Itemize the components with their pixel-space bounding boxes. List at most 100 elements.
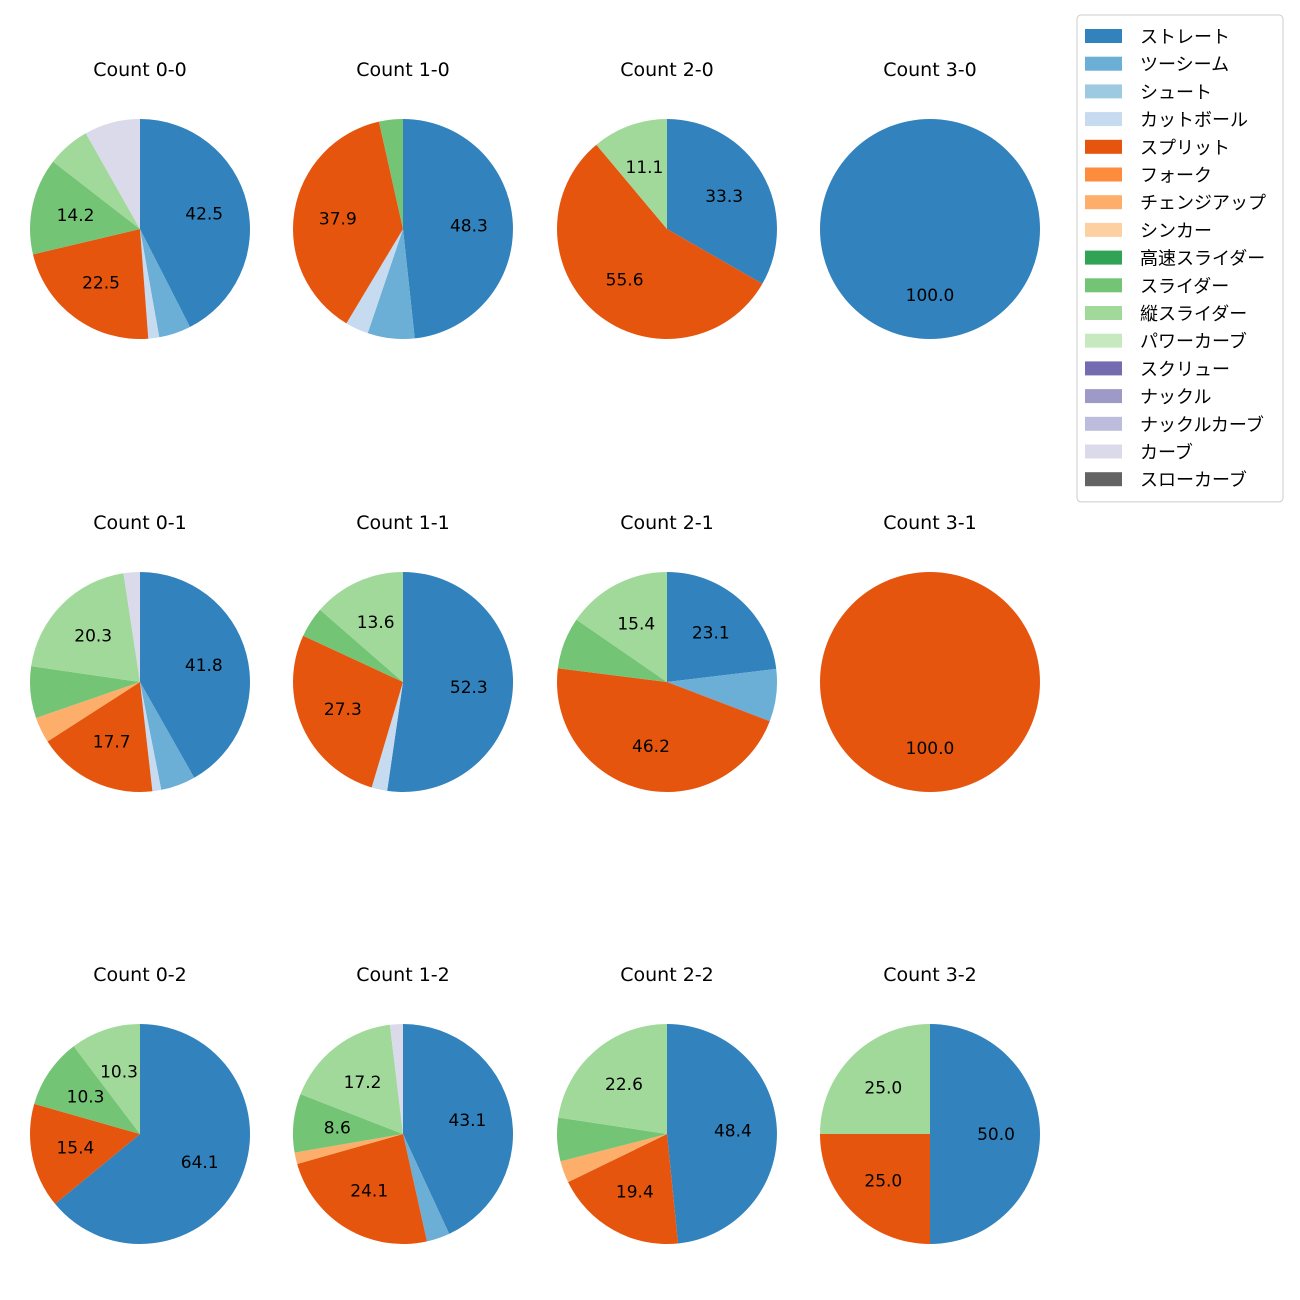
slice-label: 46.2 [632, 737, 670, 757]
legend-item: 縦スライダー [1085, 304, 1247, 325]
pie-slice [667, 118, 778, 284]
pie-slice [140, 572, 250, 778]
pie-slice [297, 1134, 427, 1244]
legend-item: スライダー [1085, 276, 1229, 297]
pie-slice [53, 133, 140, 229]
legend-item: チェンジアップ [1085, 193, 1266, 214]
pie-title: Count 0-0 [93, 59, 187, 81]
legend-label: チェンジアップ [1140, 193, 1266, 214]
pie-slice [576, 572, 667, 682]
pie-slice [140, 229, 160, 339]
slice-label: 15.4 [56, 1138, 94, 1158]
legend-item: スローカーブ [1085, 469, 1247, 491]
slice-label: 19.4 [616, 1183, 654, 1203]
legend-item: フォーク [1085, 166, 1212, 187]
legend-swatch [1085, 112, 1122, 127]
pie-slice [557, 1117, 667, 1162]
legend-label: ナックルカーブ [1140, 414, 1264, 436]
pie-slice [140, 682, 195, 790]
legend-label: スライダー [1140, 276, 1229, 297]
pie-title: Count 2-2 [620, 964, 714, 986]
slice-label: 55.6 [606, 271, 644, 291]
slice-label: 42.5 [185, 205, 223, 225]
legend-label: ナックル [1140, 387, 1211, 408]
pie-slice [293, 635, 403, 788]
slice-label: 43.1 [449, 1111, 487, 1131]
slice-label: 20.3 [74, 626, 112, 646]
slice-label: 8.6 [324, 1118, 351, 1138]
legend-swatch [1085, 29, 1122, 43]
pie-slice [667, 572, 777, 682]
pie-slice [560, 1134, 667, 1183]
slice-label: 15.4 [617, 615, 655, 635]
legend-item: ナックルカーブ [1085, 414, 1264, 436]
slice-label: 100.0 [906, 286, 955, 306]
pie-title: Count 1-2 [356, 964, 450, 986]
legend-item: シュート [1085, 82, 1212, 103]
pie-title: Count 2-0 [620, 59, 714, 81]
slice-label: 25.0 [864, 1078, 902, 1098]
pie-chart: Count 0-1 41.8 17.7 20.3 [30, 512, 250, 793]
pie-slice [346, 229, 403, 334]
pie-slice [557, 619, 667, 682]
legend-label: フォーク [1140, 166, 1212, 187]
pie-slice [123, 572, 140, 682]
pie-slice [294, 1134, 403, 1165]
legend-item: シンカー [1085, 221, 1212, 242]
pie-chart: Count 1-2 43.1 24.1 8.6 17.2 [293, 964, 513, 1244]
pie-slice [820, 572, 1040, 792]
pie-chart: Count 3-2 50.0 25.0 25.0 [820, 964, 1040, 1244]
pie-chart: Count 2-1 23.1 46.2 15.4 [557, 512, 778, 793]
legend-label: ツーシーム [1140, 55, 1229, 76]
pie-chart: Count 0-2 64.1 15.4 10.3 10.3 [30, 964, 251, 1244]
legend-label: カーブ [1140, 442, 1193, 464]
slice-label: 50.0 [977, 1125, 1015, 1145]
pie-slice [371, 682, 403, 791]
pie-slice [140, 119, 250, 328]
pie-slice [30, 161, 141, 255]
pie-slice [820, 1134, 930, 1244]
pie-title: Count 0-2 [93, 964, 187, 986]
legend-swatch [1085, 416, 1122, 431]
slice-label: 37.9 [319, 209, 357, 229]
slice-label: 64.1 [181, 1153, 219, 1173]
pie-slice [73, 1024, 140, 1134]
pie-slice [85, 118, 140, 229]
pie-slice [30, 666, 140, 718]
pie-slice [32, 229, 149, 340]
slice-label: 17.2 [344, 1073, 382, 1093]
slice-label: 33.3 [705, 187, 743, 207]
pie-slice [930, 1024, 1040, 1244]
slice-label: 25.0 [864, 1172, 902, 1192]
pie-slice [300, 1024, 403, 1134]
legend-swatch [1085, 56, 1122, 71]
pie-slice [47, 682, 153, 793]
pie-slice [367, 229, 415, 339]
legend-swatch [1085, 278, 1122, 293]
pie-slice [403, 1134, 450, 1242]
pie-slice [558, 1024, 667, 1134]
pie-chart: Count 1-0 48.3 37.9 [292, 59, 513, 339]
legend-swatch [1085, 167, 1122, 182]
slice-label: 10.3 [100, 1062, 138, 1082]
slice-label: 11.1 [626, 158, 664, 178]
pie-slice [557, 668, 770, 793]
legend-frame [1076, 14, 1284, 503]
legend-label: スローカーブ [1140, 469, 1247, 491]
pie-slice [55, 1024, 251, 1244]
legend-label: 縦スライダー [1140, 304, 1247, 325]
pie-slice [34, 1046, 140, 1134]
pie-slice [403, 119, 513, 339]
slice-label: 10.3 [67, 1088, 105, 1108]
legend-item: ナックル [1085, 387, 1211, 408]
pie-title: Count 1-1 [356, 512, 450, 534]
slice-label: 24.1 [350, 1182, 388, 1202]
legend-item: カーブ [1085, 442, 1193, 464]
pie-slice [820, 1024, 930, 1134]
legend-item: ツーシーム [1085, 55, 1229, 76]
pie-slice [667, 1024, 777, 1244]
pie-slice [140, 229, 190, 338]
legend-label: パワーカーブ [1140, 331, 1247, 353]
slice-label: 27.3 [324, 700, 362, 720]
